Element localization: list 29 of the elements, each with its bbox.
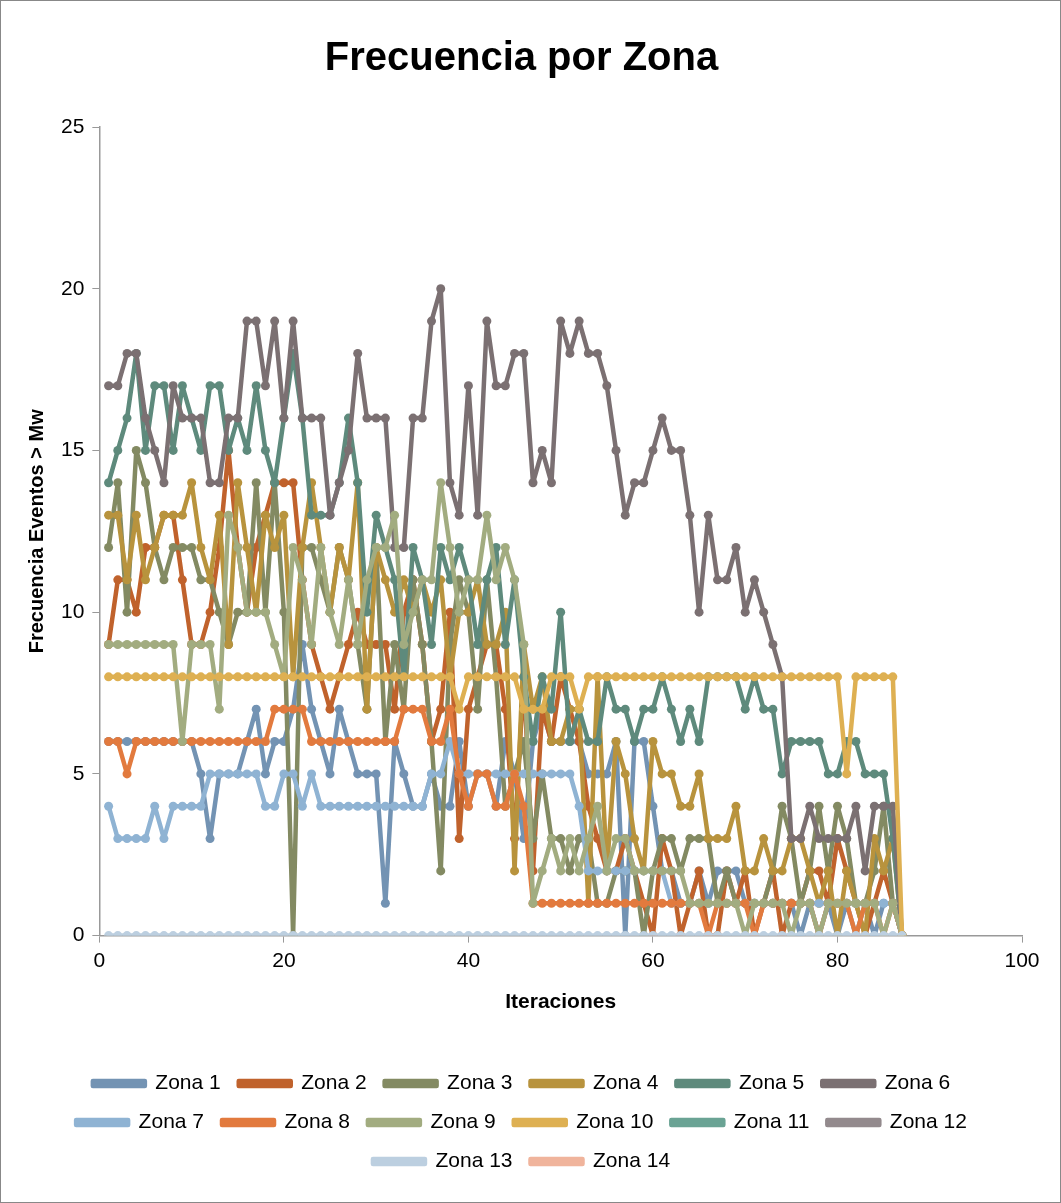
legend-label: Zona 3 [447, 1070, 513, 1094]
y-tick-label: 25 [61, 113, 85, 137]
legend-label: Zona 4 [593, 1070, 659, 1094]
legend-label: Zona 13 [435, 1148, 513, 1172]
y-tick-label: 15 [61, 437, 85, 461]
legend-label: Zona 5 [738, 1070, 805, 1094]
y-tick-label: 20 [61, 275, 85, 299]
x-tick-label: 40 [456, 948, 481, 971]
x-tick-label: 60 [641, 948, 665, 971]
legend-label: Zona 1 [155, 1070, 221, 1094]
x-axis-title: Iteraciones [505, 989, 617, 1013]
y-tick-label: 5 [72, 760, 85, 784]
y-tick-label: 0 [72, 922, 85, 946]
legend-label: Zona 9 [430, 1109, 496, 1133]
legend-label: Zona 14 [593, 1148, 671, 1172]
x-tick-label: 20 [272, 948, 296, 971]
legend-label: Zona 12 [889, 1109, 967, 1133]
legend-label: Zona 8 [284, 1109, 350, 1133]
legend-label: Zona 11 [733, 1109, 810, 1133]
legend-label: Zona 10 [576, 1109, 654, 1133]
legend-label: Zona 7 [138, 1109, 205, 1133]
legend-label: Zona 2 [301, 1070, 367, 1094]
x-tick-label: 80 [825, 948, 850, 971]
legend-label: Zona 6 [884, 1070, 951, 1094]
x-tick-label: 100 [1004, 948, 1040, 971]
y-tick-label: 10 [61, 598, 85, 622]
chart-title: Frecuencia por Zona [324, 34, 719, 79]
x-tick-label: 0 [93, 948, 106, 971]
y-axis-title: Frecuencia Eventos > Mw [24, 408, 47, 654]
